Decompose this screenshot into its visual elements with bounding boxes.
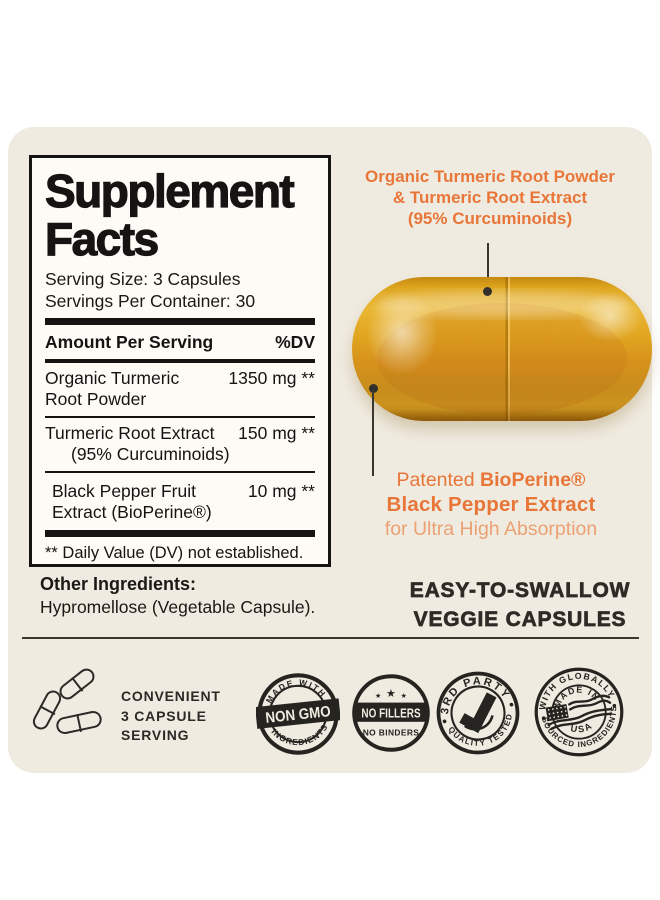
- daily-value-footnote: ** Daily Value (DV) not established.: [45, 544, 304, 562]
- bioperine-line3: for Ultra High Absorption: [384, 518, 598, 540]
- ingredient-amount: 150 mg **: [238, 423, 315, 443]
- dv-header: %DV: [275, 332, 315, 352]
- serving-callout: CONVENIENT 3 CAPSULE SERVING: [121, 688, 221, 743]
- supplement-facts-panel: Supplement Facts Serving Size: 3 Capsule…: [29, 155, 331, 567]
- other-ingredients-value: Hypromellose (Vegetable Capsule).: [40, 597, 316, 617]
- serving-info: Serving Size: 3 Capsules Servings Per Co…: [45, 268, 315, 312]
- ingredient-row: Black Pepper Fruit Extract (BioPerine®) …: [45, 473, 315, 529]
- title-line-1: Supplement: [44, 165, 295, 217]
- badge-band-text: NON GMO: [265, 703, 332, 727]
- made-in-usa-badge: WITH GLOBALLY MADE IN: [533, 666, 625, 757]
- star-icon: ★: [401, 691, 407, 700]
- badge-top-text: 3RD PARTY: [436, 671, 514, 718]
- ingredient-amount: 1350 mg **: [228, 368, 315, 388]
- no-fillers-badge: ★ ★ ★ NO FILLERS NO BINDERS: [352, 674, 430, 752]
- usa-flag-icon: [545, 694, 613, 731]
- callout-connector-line: [372, 391, 374, 476]
- non-gmo-badge: MADE WITH NON GMO INGREDIENTS: [256, 673, 340, 755]
- other-ingredients-label: Other Ingredients:: [40, 574, 197, 594]
- supplement-facts-title: Supplement Facts: [44, 165, 315, 265]
- ingredient-name: Organic Turmeric Root Powder: [45, 368, 180, 409]
- title-line-2: Facts: [44, 213, 159, 265]
- bioperine-callout: Patented BioPerine® Black Pepper Extract…: [345, 468, 637, 541]
- bioperine-prefix: Patented: [396, 469, 481, 491]
- separator-medium: [45, 359, 315, 363]
- callout-dot: [483, 287, 492, 296]
- servings-per-container: Servings Per Container: 30: [45, 291, 256, 311]
- amount-per-serving-header: Amount Per Serving: [45, 332, 214, 352]
- badge-band-text: NO FILLERS: [361, 705, 421, 720]
- star-icon: ★: [386, 688, 396, 700]
- third-party-badge: 3RD PARTY QUALITY TESTED: [436, 671, 520, 755]
- badge-bottom-text: NO BINDERS: [363, 727, 420, 737]
- star-icon: ★: [375, 691, 381, 700]
- ingredient-name: Turmeric Root Extract (95% Curcuminoids): [45, 423, 230, 464]
- ingredient-amount: 10 mg **: [247, 481, 315, 501]
- easy-to-swallow-text: EASY-TO-SWALLOW VEGGIE CAPSULES: [409, 579, 631, 632]
- turmeric-capsule-image: [352, 277, 652, 421]
- bioperine-line2: Black Pepper Extract: [386, 493, 596, 516]
- svg-text:3RD PARTY: 3RD PARTY: [436, 671, 514, 718]
- capsule-callout-text: Organic Turmeric Root Powder & Turmeric …: [364, 167, 615, 228]
- separator-thick: [45, 318, 315, 325]
- callout-dot: [369, 384, 378, 393]
- ingredient-row: Turmeric Root Extract (95% Curcuminoids)…: [45, 418, 315, 471]
- check-icon: [459, 692, 497, 734]
- table-header: Amount Per Serving %DV: [45, 332, 315, 353]
- separator-thin: [45, 416, 315, 418]
- serving-size: Serving Size: 3 Capsules: [45, 269, 241, 289]
- separator-thick: [45, 530, 315, 537]
- separator-thin: [45, 471, 315, 473]
- ingredient-row: Organic Turmeric Root Powder 1350 mg **: [45, 363, 315, 416]
- ingredient-name: Black Pepper Fruit Extract (BioPerine®): [52, 481, 212, 522]
- callout-connector-line: [487, 243, 489, 291]
- other-ingredients: Other Ingredients: Hypromellose (Vegetab…: [40, 572, 340, 619]
- section-divider: [22, 637, 639, 639]
- bioperine-brand: BioPerine®: [480, 469, 586, 491]
